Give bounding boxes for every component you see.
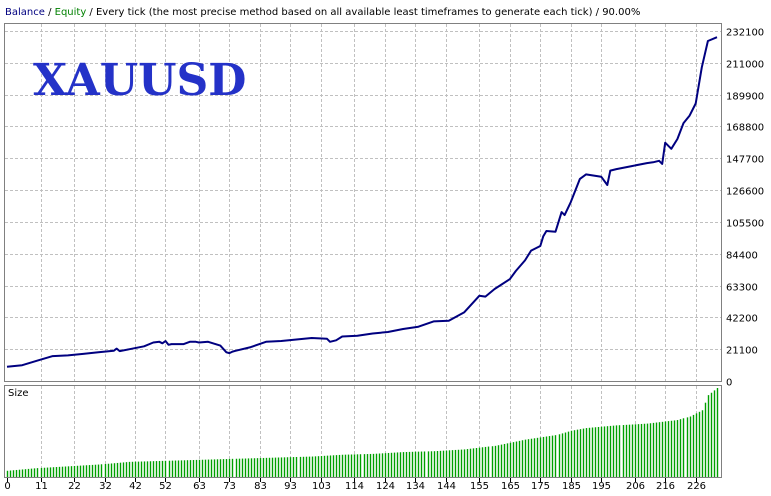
size-panel-label: Size	[8, 388, 29, 399]
legend-equity: Equity	[55, 7, 87, 18]
header-description: / Every tick (the most precise method ba…	[86, 7, 640, 18]
x-tick-label: 0	[4, 481, 10, 492]
x-axis: 0 11 22 32 42 52 63 73 83 93 103 114 124 134 144 155 165…	[4, 478, 706, 492]
y-tick-label: 63300	[726, 283, 758, 294]
y-tick-label: 211000	[726, 60, 764, 71]
y-tick-label: 232100	[726, 28, 764, 39]
y-tick-label: 147700	[726, 155, 764, 166]
y-axis: 0 21100 42200 63300 84400 105500 126600 147700 1…	[726, 28, 764, 389]
x-tick-label: 22	[68, 481, 81, 492]
y-tick-label: 42200	[726, 314, 758, 325]
y-tick-label: 105500	[726, 219, 764, 230]
x-tick-label: 52	[159, 481, 172, 492]
x-tick-label: 134	[406, 481, 425, 492]
y-tick-label: 168800	[726, 123, 764, 134]
y-tick-label: 126600	[726, 187, 764, 198]
x-tick-label: 206	[626, 481, 645, 492]
x-tick-label: 144	[437, 481, 456, 492]
x-tick-label: 114	[345, 481, 364, 492]
y-tick-label: 189900	[726, 92, 764, 103]
x-tick-label: 175	[531, 481, 550, 492]
x-tick-label: 185	[562, 481, 581, 492]
legend-balance: Balance	[5, 7, 45, 18]
x-tick-label: 195	[592, 481, 611, 492]
size-bars	[6, 388, 719, 477]
series-lines	[6, 36, 718, 368]
x-tick-label: 83	[254, 481, 267, 492]
x-tick-label: 124	[376, 481, 395, 492]
x-tick-label: 42	[129, 481, 142, 492]
x-tick-label: 216	[656, 481, 675, 492]
x-tick-label: 11	[35, 481, 48, 492]
x-tick-label: 165	[501, 481, 520, 492]
chart-header: Balance / Equity / Every tick (the most …	[5, 7, 640, 18]
y-tick-label: 21100	[726, 346, 758, 357]
x-tick-label: 226	[687, 481, 706, 492]
x-tick-label: 32	[99, 481, 112, 492]
x-tick-label: 63	[193, 481, 206, 492]
x-tick-label: 103	[312, 481, 331, 492]
y-tick-label: 0	[726, 378, 732, 389]
x-tick-label: 155	[470, 481, 489, 492]
grid-lines	[5, 24, 721, 477]
balance-line	[6, 36, 718, 368]
x-tick-label: 73	[223, 481, 236, 492]
y-tick-label: 84400	[726, 251, 758, 262]
x-tick-label: 93	[284, 481, 297, 492]
watermark-title: XAUUSD	[33, 55, 246, 106]
legend-separator: /	[45, 7, 55, 18]
